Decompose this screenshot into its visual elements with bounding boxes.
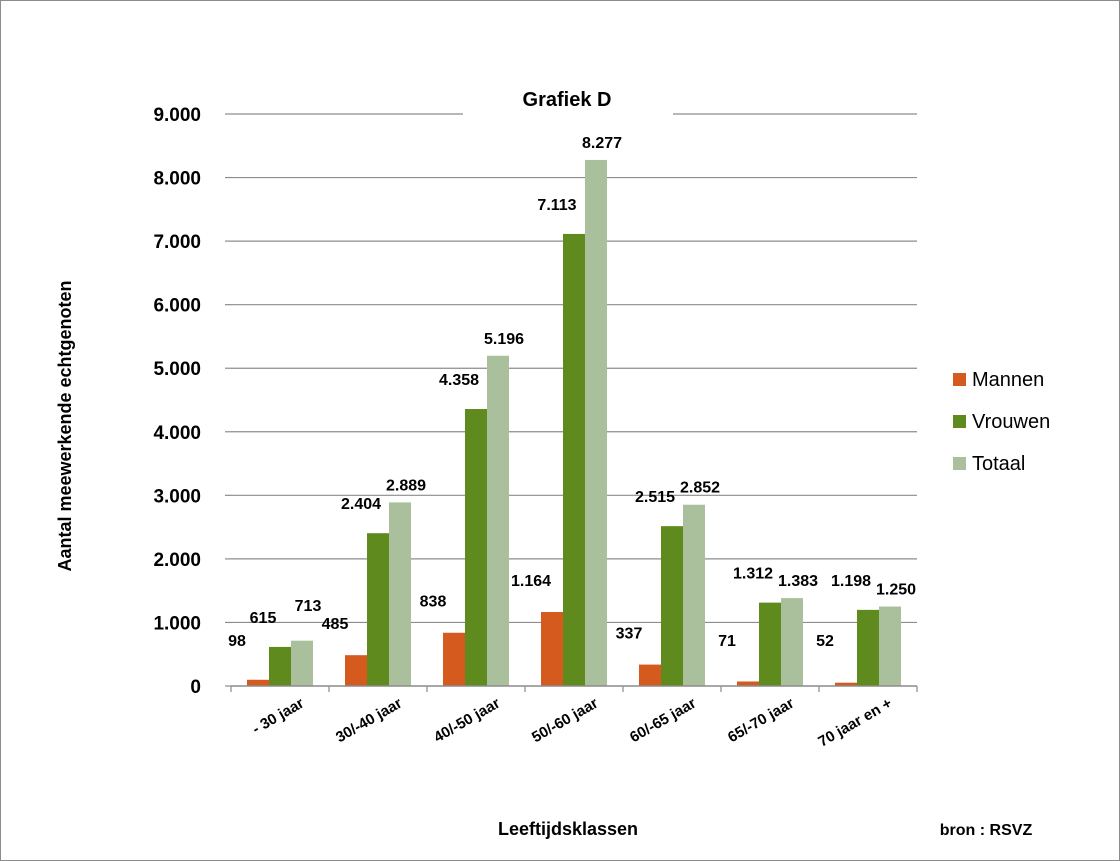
bar-mannen	[737, 681, 759, 686]
bar-mannen	[541, 612, 563, 686]
data-label: 4.358	[439, 372, 479, 389]
data-label: 98	[228, 633, 246, 650]
bar-totaal	[487, 355, 509, 686]
data-label: 615	[250, 610, 277, 627]
y-tick-label: 5.000	[153, 359, 201, 380]
bar-vrouwen	[367, 533, 389, 686]
bar-mannen	[247, 679, 269, 686]
source-note: bron : RSVZ	[940, 822, 1033, 839]
bar-vrouwen	[759, 602, 781, 686]
legend-label-vrouwen: Vrouwen	[972, 411, 1050, 433]
legend-swatch-vrouwen	[953, 415, 966, 428]
data-label: 2.889	[386, 477, 426, 494]
y-tick-label: 6.000	[153, 296, 201, 317]
data-label: 337	[616, 626, 643, 643]
data-label: 2.515	[635, 489, 675, 506]
x-axis-ticks: - 30 jaar 30/-40 jaar 40/-50 jaar 50/-60 ja…	[249, 695, 895, 751]
bar-vrouwen	[661, 526, 683, 686]
y-tick-label: 7.000	[153, 232, 201, 253]
bar-totaal	[683, 504, 705, 686]
bars	[247, 159, 901, 687]
bar-vrouwen	[563, 233, 585, 687]
y-tick-label: 8.000	[153, 169, 201, 190]
bar-vrouwen	[857, 609, 879, 686]
bar-mannen	[443, 632, 465, 686]
legend-swatch-mannen	[953, 373, 966, 386]
data-label: 71	[718, 633, 736, 650]
data-label: 1.164	[511, 573, 551, 590]
y-axis-label: Aantal meewerkende echtgenoten	[55, 280, 75, 571]
bar-mannen	[639, 664, 661, 686]
data-label: 5.196	[484, 331, 524, 348]
x-tick-label: 30/-40 jaar	[333, 695, 405, 746]
data-label: 1.250	[876, 582, 916, 599]
x-tick-label: 65/-70 jaar	[725, 695, 797, 746]
bar-totaal	[879, 606, 901, 686]
y-tick-label: 1.000	[153, 613, 201, 634]
data-label: 8.277	[582, 135, 622, 152]
bar-totaal	[781, 598, 803, 686]
data-label: 52	[816, 633, 834, 650]
y-tick-label: 0	[190, 677, 201, 698]
data-label: 1.383	[778, 573, 818, 590]
y-axis-ticks: 0 1.000 2.000 3.000 4.000 5.000 6.000 7.000 8.00…	[153, 105, 231, 698]
data-label: 1.312	[733, 566, 773, 583]
bar-mannen	[835, 682, 857, 686]
x-tick-label: 50/-60 jaar	[529, 695, 601, 746]
y-tick-label: 4.000	[153, 423, 201, 444]
data-label: 7.113	[537, 197, 576, 214]
x-axis-label: Leeftijdsklassen	[498, 819, 638, 839]
x-tick-label: 40/-50 jaar	[431, 695, 503, 746]
bar-mannen	[345, 655, 367, 686]
legend-swatch-totaal	[953, 457, 966, 470]
bar-totaal	[585, 159, 607, 686]
bar-vrouwen	[269, 646, 291, 686]
y-tick-label: 3.000	[153, 486, 201, 507]
y-tick-label: 2.000	[153, 550, 201, 571]
x-tick-label: 60/-65 jaar	[627, 695, 699, 746]
x-axis	[230, 685, 918, 692]
x-tick-label: - 30 jaar	[249, 695, 307, 738]
data-label: 1.198	[831, 573, 871, 590]
bar-totaal	[389, 502, 411, 686]
data-label: 713	[295, 598, 322, 615]
legend-label-mannen: Mannen	[972, 369, 1044, 391]
legend: Mannen Vrouwen Totaal	[953, 369, 1050, 475]
y-tick-label: 9.000	[153, 105, 201, 126]
bar-vrouwen	[465, 409, 487, 686]
data-label: 838	[420, 594, 447, 611]
x-tick-label: 70 jaar en +	[815, 695, 895, 751]
bar-totaal	[291, 640, 313, 686]
legend-label-totaal: Totaal	[972, 453, 1025, 475]
data-label: 2.404	[341, 496, 381, 513]
data-label: 485	[322, 616, 349, 633]
title-background	[463, 77, 673, 117]
data-label: 2.852	[680, 480, 720, 497]
chart-title: Grafiek D	[523, 89, 612, 111]
